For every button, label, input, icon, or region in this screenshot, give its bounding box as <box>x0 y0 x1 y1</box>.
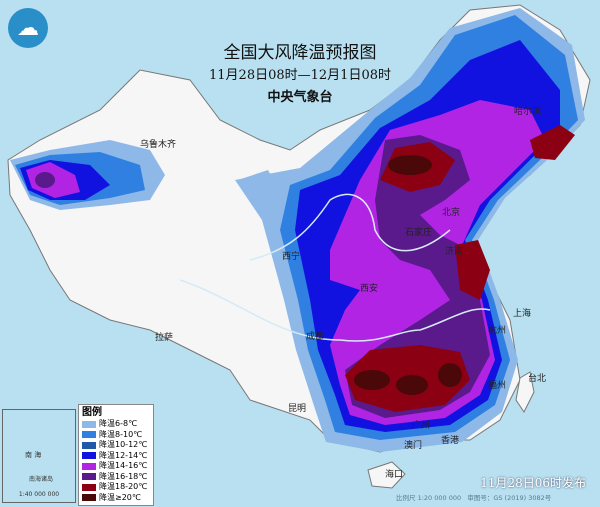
legend-swatch <box>82 462 96 470</box>
zone-18-20 <box>530 125 575 160</box>
legend-item: 降温≥20℃ <box>82 493 150 504</box>
city-label: 杭州 <box>488 326 507 336</box>
publish-time: 11月28日06时发布 <box>480 476 586 490</box>
legend-item: 降温10-12℃ <box>82 440 150 451</box>
legend-item: 降温8-10℃ <box>82 430 150 441</box>
inset-sea-label: 南 海 <box>25 451 42 459</box>
map-approval-number: 审图号：GS (2019) 3082号 <box>467 494 552 502</box>
city-label: 拉萨 <box>155 333 174 343</box>
city-label: 上海 <box>513 309 532 319</box>
forecast-period: 11月28日08时—12月1日08时 <box>209 68 391 83</box>
city-label: 成都 <box>306 332 325 342</box>
city-label: 石家庄 <box>405 228 433 238</box>
legend-label: 降温12-14℃ <box>99 450 148 460</box>
legend-swatch <box>82 473 96 481</box>
legend-item: 降温12-14℃ <box>82 451 150 462</box>
map-footer: 比例尺 1:20 000 000 审图号：GS (2019) 3082号 <box>396 492 551 502</box>
legend-swatch <box>82 420 96 428</box>
land-hainan <box>367 461 406 489</box>
city-label: 济南 <box>445 247 464 257</box>
city-label: 乌鲁木齐 <box>140 140 177 150</box>
legend-item: 降温16-18℃ <box>82 472 150 483</box>
legend-label: 降温18-20℃ <box>99 482 148 491</box>
city-label: 西宁 <box>282 252 301 262</box>
city-label: 海口 <box>385 470 404 480</box>
city-label: 台北 <box>528 374 547 384</box>
city-label: 西安 <box>360 284 379 294</box>
city-label: 澳门 <box>404 441 423 451</box>
legend: 图例 降温6-8℃ 降温8-10℃ 降温10-12℃ 降温12-14℃ 降温14… <box>78 404 154 506</box>
legend-swatch <box>82 441 96 449</box>
city-label: 福州 <box>488 381 507 391</box>
city-label: 香港 <box>441 436 460 446</box>
zone-18-20 <box>455 240 490 300</box>
map-title: 全国大风降温预报图 <box>223 43 377 63</box>
legend-item: 降温14-16℃ <box>82 461 150 472</box>
cma-logo: ☁ <box>8 8 48 48</box>
zone-6-8 <box>238 170 285 230</box>
legend-swatch <box>82 431 96 439</box>
zone-ge20 <box>396 375 428 395</box>
zone-ge20 <box>438 363 462 387</box>
zone-ge20 <box>388 155 432 175</box>
inset-scale: 1:40 000 000 <box>18 491 60 498</box>
zone-16-18 <box>345 135 490 418</box>
inset-islands-label: 南海诸岛 <box>29 476 54 483</box>
yellow-river <box>249 193 451 261</box>
agency: 中央气象台 <box>267 90 333 105</box>
legend-label: 降温14-16℃ <box>99 461 148 470</box>
south-china-sea-inset: 南 海 南海诸岛 1:40 000 000 <box>2 409 76 503</box>
zone-ge20 <box>354 370 390 390</box>
legend-label: 降温16-18℃ <box>99 471 148 481</box>
city-label: 广州 <box>412 421 431 431</box>
city-label: 北京 <box>442 208 461 218</box>
legend-label: 降温10-12℃ <box>99 440 148 449</box>
legend-swatch <box>82 452 96 460</box>
legend-label: 降温8-10℃ <box>99 429 143 439</box>
legend-title: 图例 <box>82 407 102 418</box>
zone-16-18 <box>35 172 55 188</box>
map-scale: 比例尺 1:20 000 000 <box>396 494 462 502</box>
land-taiwan <box>515 371 535 413</box>
legend-item: 降温18-20℃ <box>82 482 150 493</box>
city-label: 哈尔滨 <box>514 107 542 117</box>
legend-label: 降温≥20℃ <box>99 492 141 502</box>
legend-item: 降温6-8℃ <box>82 419 150 430</box>
legend-swatch <box>82 494 96 502</box>
legend-label: 降温6-8℃ <box>99 419 138 428</box>
yangtze-river <box>179 279 491 342</box>
legend-swatch <box>82 483 96 491</box>
city-label: 昆明 <box>288 404 307 414</box>
